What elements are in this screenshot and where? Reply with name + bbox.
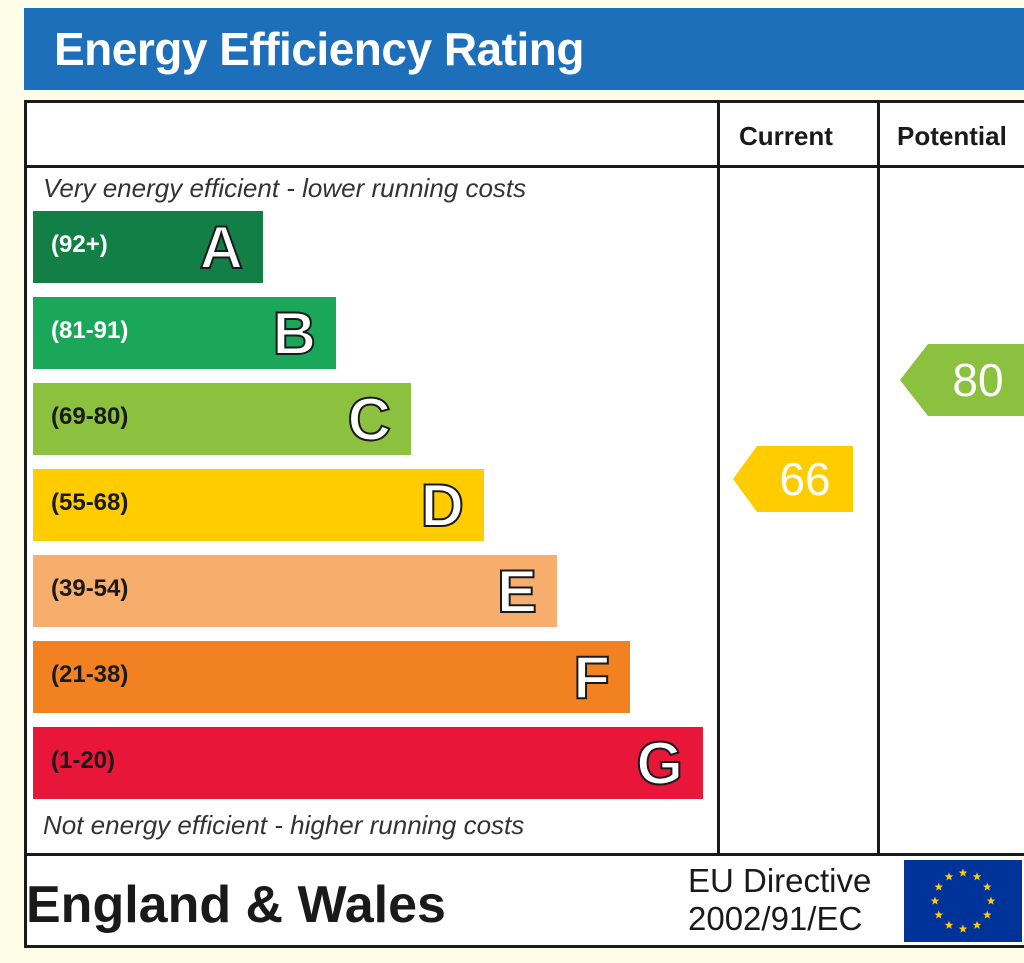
directive-line-2: 2002/91/EC [688,900,863,937]
band-letter: C [347,385,392,454]
eu-star-icon [986,896,996,905]
eu-star-icon [934,910,944,919]
potential-column-divider [877,103,880,855]
footer-divider [27,853,1024,856]
band-f: (21-38) F [33,641,630,713]
eu-flag-icon [904,860,1022,942]
band-range-label: (21-38) [51,661,129,688]
eu-star-icon [972,920,982,929]
band-c: (69-80) C [33,383,411,455]
eu-star-icon [982,910,992,919]
rating-panel: Current Potential Very energy efficient … [24,100,1024,948]
band-letter: A [199,213,244,282]
band-g: (1-20) G [33,727,703,799]
band-letter: G [635,729,684,798]
band-letter: B [272,299,317,368]
potential-rating-arrow: 80 [900,344,1024,416]
current-rating-value: 66 [779,453,831,505]
bottom-caption: Not energy efficient - higher running co… [43,810,525,840]
current-column-header: Current [739,121,833,151]
eu-directive: EU Directive 2002/91/EC [688,862,871,938]
page-title: Energy Efficiency Rating [54,23,584,75]
band-letter: D [420,471,465,540]
region-label: England & Wales [26,876,446,934]
potential-rating-value: 80 [952,354,1004,406]
eu-star-icon [982,882,992,891]
eu-star-icon [958,868,968,877]
band-range-label: (81-91) [51,317,129,344]
band-range-label: (55-68) [51,489,129,516]
band-letter: F [572,643,611,712]
eu-star-icon [930,896,940,905]
eu-star-icon [958,924,968,933]
title-bar: Energy Efficiency Rating [24,8,1024,90]
top-caption: Very energy efficient - lower running co… [43,173,527,203]
band-letter: E [496,557,538,626]
band-d: (55-68) D [33,469,484,541]
eu-star-icon [944,872,954,881]
current-arrow-shape [733,446,853,512]
current-column-divider [717,103,720,855]
directive-line-1: EU Directive [688,862,872,899]
potential-column-header: Potential [897,121,1007,151]
band-range-label: (1-20) [51,747,116,774]
current-rating-arrow: 66 [733,446,853,512]
band-range-label: (69-80) [51,403,129,430]
eu-star-icon [944,920,954,929]
band-e: (39-54) E [33,555,557,627]
band-a: (92+) A [33,211,263,283]
header-divider [27,165,1024,168]
band-b: (81-91) B [33,297,336,369]
band-range-label: (39-54) [51,575,129,602]
band-range-label: (92+) [51,231,108,258]
eu-star-icon [972,872,982,881]
eu-star-icon [934,882,944,891]
potential-arrow-shape [900,344,1024,416]
